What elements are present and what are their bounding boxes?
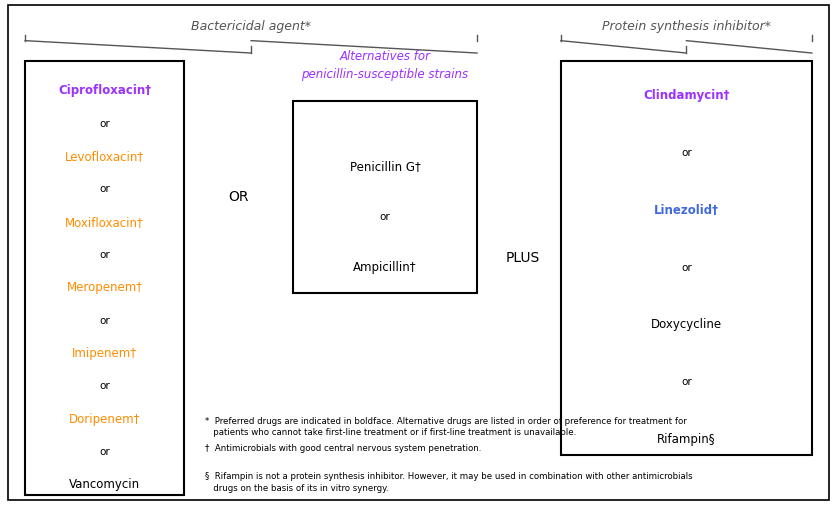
- Text: or: or: [99, 184, 110, 194]
- Text: or: or: [681, 263, 691, 273]
- Text: or: or: [681, 148, 691, 158]
- Text: Alternatives for
penicillin-susceptible strains: Alternatives for penicillin-susceptible …: [301, 50, 468, 81]
- Text: Linezolid†: Linezolid†: [653, 204, 718, 217]
- Text: Levofloxacin†: Levofloxacin†: [65, 150, 144, 163]
- Text: Rifampin§: Rifampin§: [656, 433, 715, 446]
- Text: Doxycycline: Doxycycline: [650, 318, 721, 331]
- Text: or: or: [99, 447, 110, 457]
- FancyBboxPatch shape: [560, 61, 811, 454]
- Text: or: or: [99, 250, 110, 260]
- FancyBboxPatch shape: [293, 101, 477, 293]
- Text: *  Preferred drugs are indicated in boldface. Alternative drugs are listed in or: * Preferred drugs are indicated in boldf…: [205, 417, 686, 437]
- Text: Doripenem†: Doripenem†: [69, 413, 140, 426]
- FancyBboxPatch shape: [25, 61, 184, 495]
- Text: Penicillin G†: Penicillin G†: [349, 160, 420, 173]
- Text: or: or: [99, 119, 110, 129]
- Text: §  Rifampin is not a protein synthesis inhibitor. However, it may be used in com: § Rifampin is not a protein synthesis in…: [205, 472, 692, 493]
- Text: Imipenem†: Imipenem†: [72, 347, 137, 360]
- Text: or: or: [380, 212, 390, 222]
- Text: OR: OR: [228, 190, 248, 204]
- Text: or: or: [681, 377, 691, 387]
- Text: Moxifloxacin†: Moxifloxacin†: [65, 216, 144, 229]
- Text: Ampicillin†: Ampicillin†: [353, 261, 416, 274]
- Text: Clindamycin†: Clindamycin†: [642, 89, 729, 103]
- Text: or: or: [99, 316, 110, 326]
- Text: †  Antimicrobials with good central nervous system penetration.: † Antimicrobials with good central nervo…: [205, 444, 481, 453]
- Text: Meropenem†: Meropenem†: [67, 281, 142, 294]
- FancyBboxPatch shape: [8, 5, 828, 500]
- Text: PLUS: PLUS: [506, 250, 539, 265]
- Text: Vancomycin: Vancomycin: [69, 478, 140, 491]
- Text: or: or: [99, 381, 110, 391]
- Text: Protein synthesis inhibitor*: Protein synthesis inhibitor*: [601, 20, 770, 33]
- Text: Ciprofloxacin†: Ciprofloxacin†: [58, 84, 151, 97]
- Text: Bactericidal agent*: Bactericidal agent*: [191, 20, 311, 33]
